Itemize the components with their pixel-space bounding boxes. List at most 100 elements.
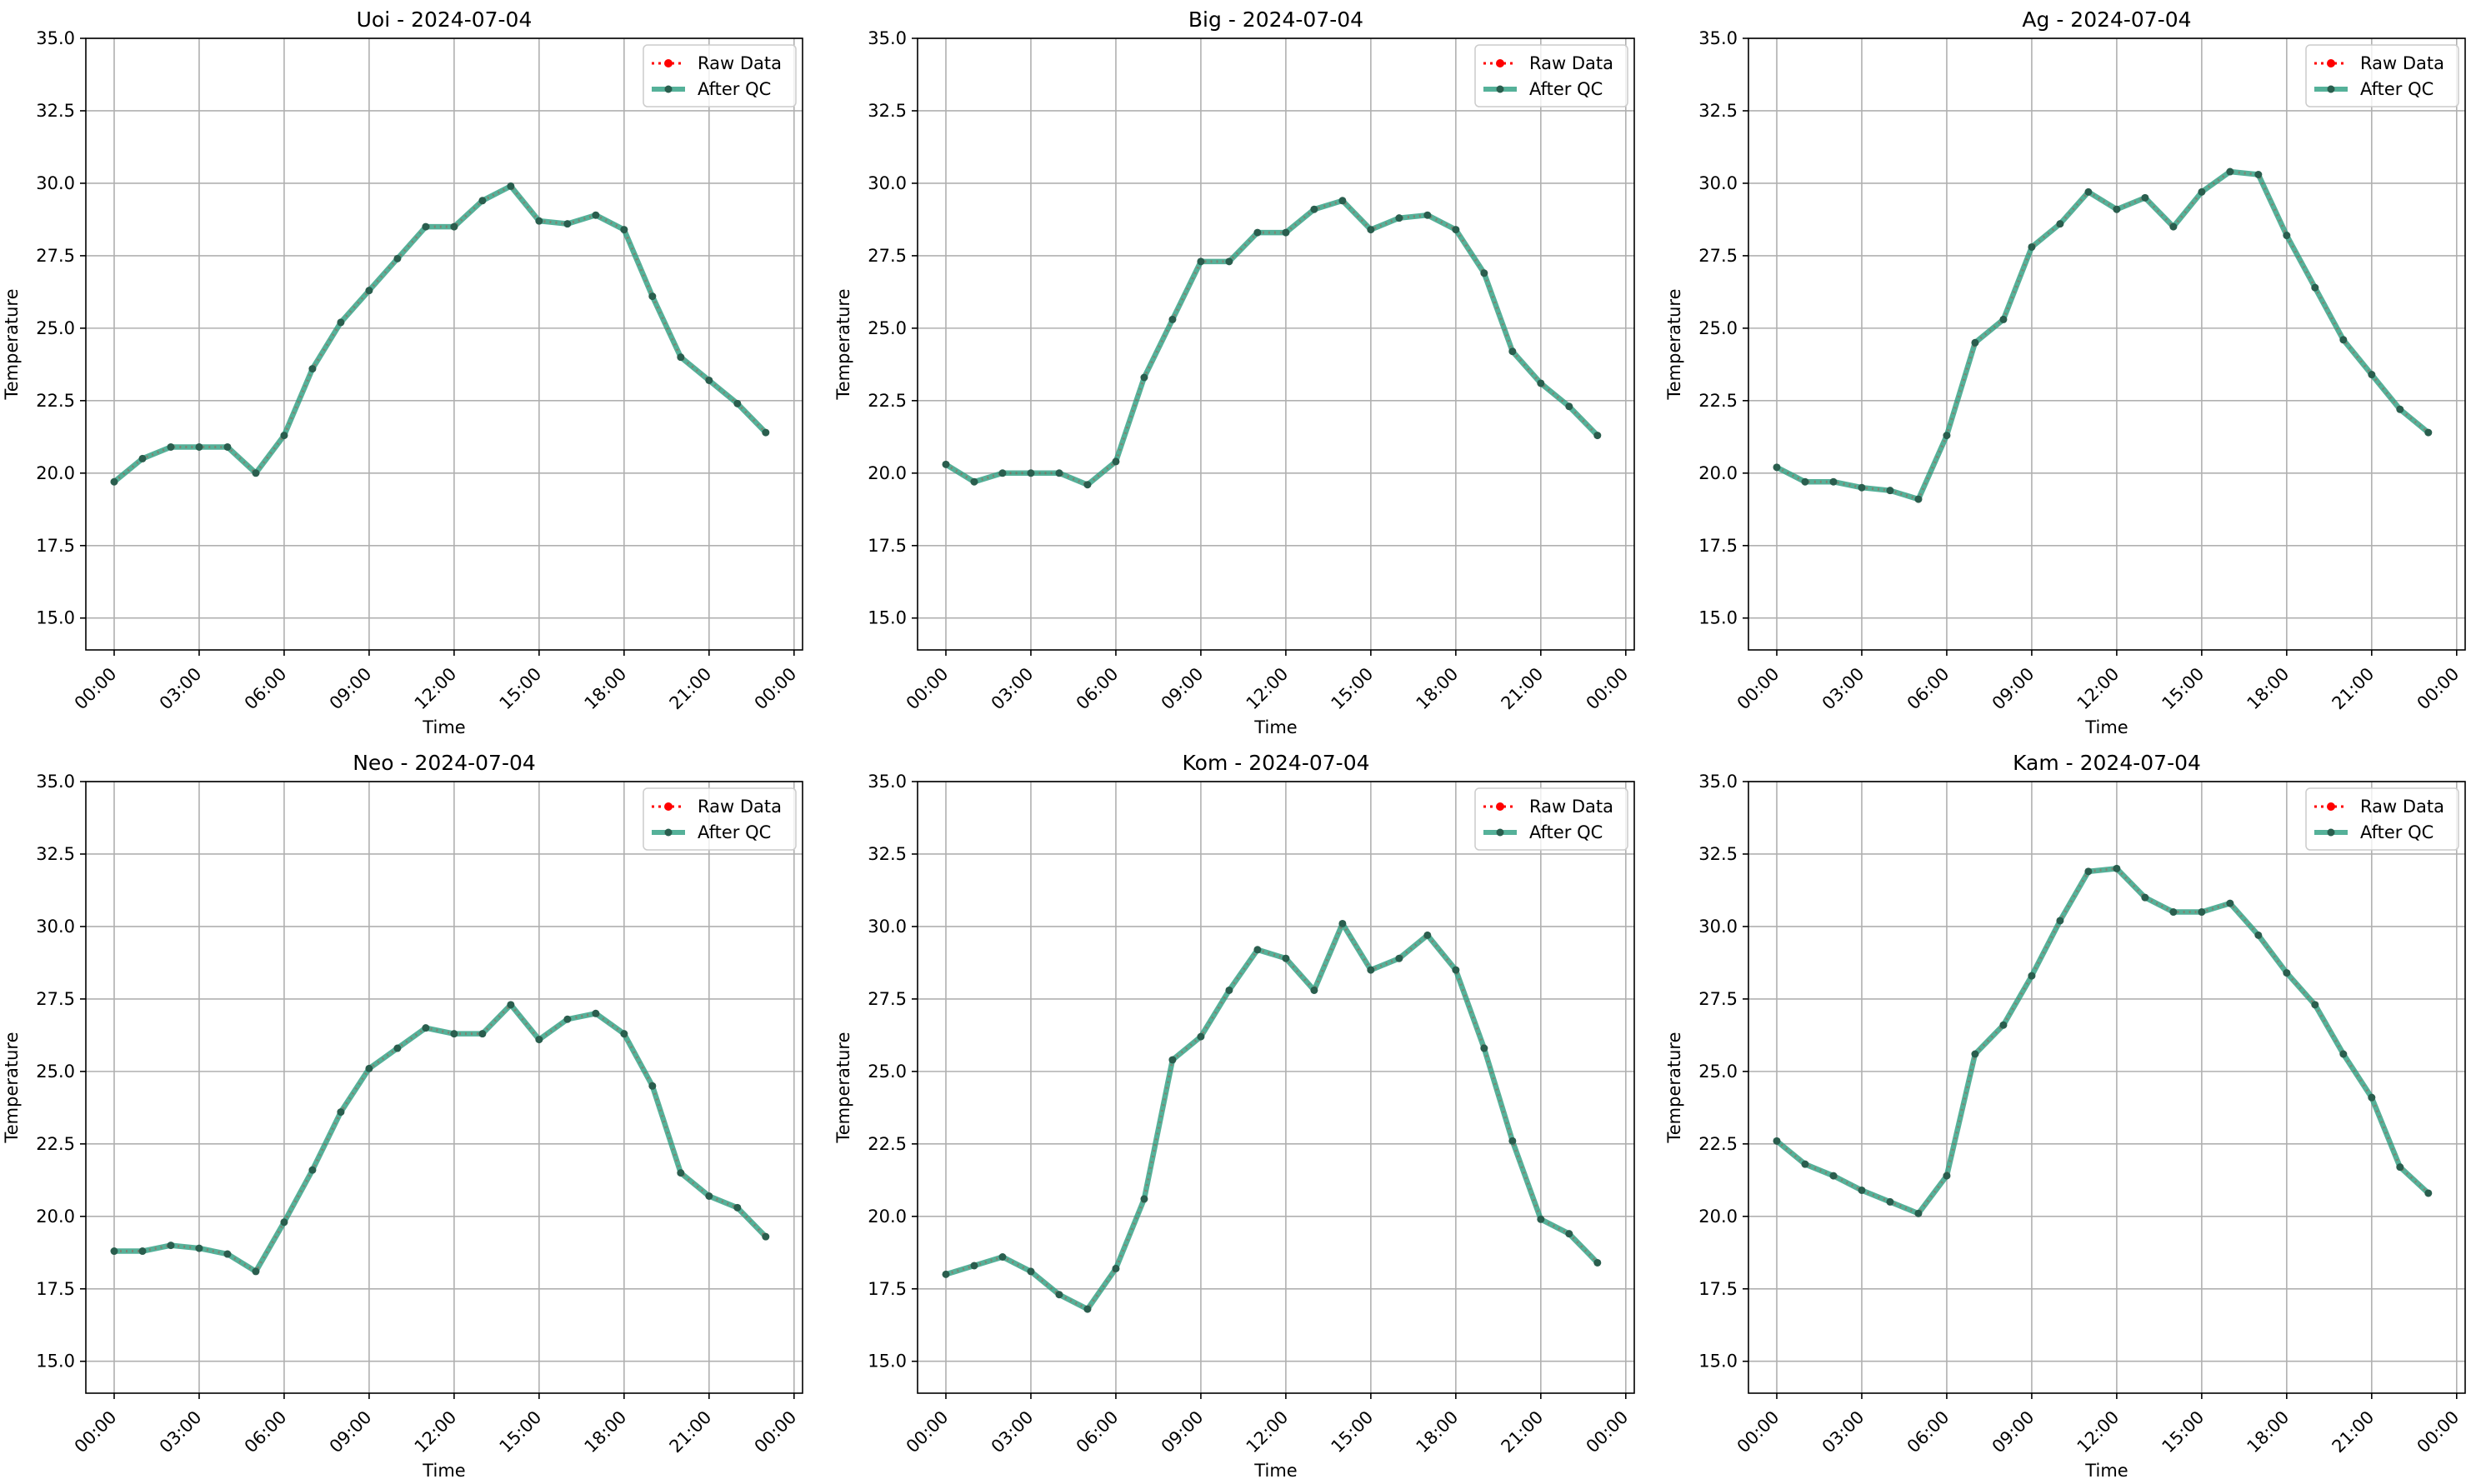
y-tick-label: 20.0 bbox=[1698, 1207, 1738, 1227]
x-tick-label: 06:00 bbox=[1073, 1407, 1123, 1457]
after-qc-point bbox=[2424, 428, 2433, 437]
x-axis-label: Time bbox=[2084, 717, 2128, 737]
x-tick-label: 00:00 bbox=[903, 664, 953, 714]
after-qc-point bbox=[1801, 477, 1809, 486]
after-qc-point bbox=[1282, 228, 1290, 237]
after-qc-point bbox=[2198, 908, 2206, 917]
after-qc-point bbox=[337, 1108, 345, 1117]
legend-qc-marker bbox=[2327, 85, 2335, 93]
after-qc-point bbox=[1338, 919, 1347, 927]
after-qc-point bbox=[1829, 477, 1838, 486]
raw-data-line bbox=[1776, 170, 2429, 501]
y-tick-label: 17.5 bbox=[1698, 1279, 1738, 1299]
y-tick-label: 27.5 bbox=[1698, 246, 1738, 266]
x-tick-label: 09:00 bbox=[1158, 1407, 1208, 1457]
after-qc-point bbox=[1197, 1032, 1205, 1041]
after-qc-point bbox=[563, 220, 572, 228]
axes-frame bbox=[1748, 781, 2466, 1394]
legend: Raw Data After QC bbox=[2305, 44, 2459, 107]
legend-qc-marker bbox=[1496, 85, 1504, 93]
y-tick-label: 17.5 bbox=[36, 1279, 75, 1299]
after-qc-point bbox=[2254, 931, 2263, 939]
y-tick-label: 32.5 bbox=[36, 844, 75, 864]
y-tick-label: 30.0 bbox=[36, 917, 75, 937]
x-tick-label: 03:00 bbox=[1818, 1407, 1868, 1457]
after-qc-point bbox=[2311, 1001, 2319, 1009]
after-qc-point bbox=[2084, 187, 2093, 196]
after-qc-point bbox=[1225, 986, 1233, 994]
y-tick-label: 20.0 bbox=[1698, 463, 1738, 483]
after-qc-point bbox=[2254, 170, 2263, 178]
after-qc-point bbox=[1773, 1137, 1781, 1145]
x-tick-label: 12:00 bbox=[411, 1407, 461, 1457]
after-qc-point bbox=[1971, 338, 1979, 347]
legend: Raw Data After QC bbox=[643, 787, 797, 851]
after-qc-point bbox=[1508, 347, 1517, 356]
legend: Raw Data After QC bbox=[1474, 787, 1628, 851]
after-qc-line bbox=[111, 1002, 769, 1275]
legend-raw-label: Raw Data bbox=[1529, 53, 1613, 73]
x-tick-label: 12:00 bbox=[2073, 664, 2123, 714]
y-tick-label: 27.5 bbox=[36, 246, 75, 266]
y-tick-label: 27.5 bbox=[868, 246, 907, 266]
after-qc-point bbox=[1140, 1195, 1148, 1203]
x-tick-label: 15:00 bbox=[2158, 1407, 2208, 1457]
y-tick-label: 15.0 bbox=[868, 1352, 907, 1372]
y-axis-label: Temperature bbox=[1664, 1032, 1684, 1143]
y-tick-label: 20.0 bbox=[36, 463, 75, 483]
after-qc-point bbox=[970, 1262, 978, 1270]
after-qc-point bbox=[1083, 481, 1092, 489]
y-tick-label: 22.5 bbox=[868, 391, 907, 411]
y-tick-label: 22.5 bbox=[868, 1134, 907, 1154]
x-tick-label: 00:00 bbox=[751, 664, 801, 714]
after-qc-point bbox=[308, 1166, 317, 1174]
after-qc-point bbox=[1423, 211, 1432, 219]
after-qc-point bbox=[1593, 432, 1602, 440]
y-tick-label: 15.0 bbox=[36, 608, 75, 628]
after-qc-line bbox=[1773, 168, 2432, 502]
legend-qc-label: After QC bbox=[1529, 822, 1603, 842]
after-qc-point bbox=[1112, 1264, 1120, 1272]
legend-qc-label: After QC bbox=[698, 822, 771, 842]
after-qc-point bbox=[1253, 228, 1262, 237]
x-tick-label: 00:00 bbox=[1733, 1407, 1783, 1457]
x-tick-label: 18:00 bbox=[2243, 1407, 2293, 1457]
y-tick-label: 30.0 bbox=[868, 917, 907, 937]
x-tick-label: 09:00 bbox=[326, 1407, 376, 1457]
x-tick-label: 12:00 bbox=[411, 664, 461, 714]
legend-qc-label: After QC bbox=[2360, 822, 2433, 842]
after-qc-point bbox=[2028, 242, 2036, 251]
y-axis-label: Temperature bbox=[833, 288, 853, 400]
after-qc-point bbox=[2424, 1189, 2433, 1197]
y-tick-label: 27.5 bbox=[1698, 989, 1738, 1009]
after-qc-point bbox=[1367, 226, 1375, 234]
after-qc-point bbox=[2141, 893, 2149, 902]
after-qc-point bbox=[1367, 966, 1375, 974]
y-tick-label: 35.0 bbox=[1698, 772, 1738, 792]
legend-qc-marker bbox=[2327, 828, 2335, 837]
x-tick-label: 18:00 bbox=[581, 1407, 631, 1457]
after-qc-point bbox=[478, 197, 487, 205]
legend-raw-marker bbox=[664, 59, 673, 67]
axes-frame bbox=[85, 37, 803, 651]
after-qc-point bbox=[2169, 222, 2178, 231]
y-tick-label: 35.0 bbox=[36, 772, 75, 792]
after-qc-point bbox=[705, 376, 713, 384]
x-tick-label: 00:00 bbox=[71, 664, 121, 714]
legend-raw-marker bbox=[2327, 802, 2335, 811]
chart-title: Ag - 2024-07-04 bbox=[2022, 7, 2191, 32]
chart-title: Big - 2024-07-04 bbox=[1188, 7, 1363, 32]
after-qc-point bbox=[1999, 315, 2008, 323]
x-tick-label: 09:00 bbox=[326, 664, 376, 714]
after-qc-point bbox=[1480, 1044, 1488, 1052]
chart-title: Neo - 2024-07-04 bbox=[353, 751, 536, 775]
after-qc-point bbox=[592, 211, 600, 219]
y-tick-label: 15.0 bbox=[868, 608, 907, 628]
legend-raw-marker bbox=[2327, 59, 2335, 67]
after-qc-line bbox=[111, 183, 769, 485]
after-qc-point bbox=[1310, 986, 1318, 994]
y-tick-label: 27.5 bbox=[36, 989, 75, 1009]
chart-title: Kam - 2024-07-04 bbox=[2013, 751, 2201, 775]
after-qc-point bbox=[2226, 167, 2234, 176]
legend-raw-label: Raw Data bbox=[698, 797, 782, 817]
